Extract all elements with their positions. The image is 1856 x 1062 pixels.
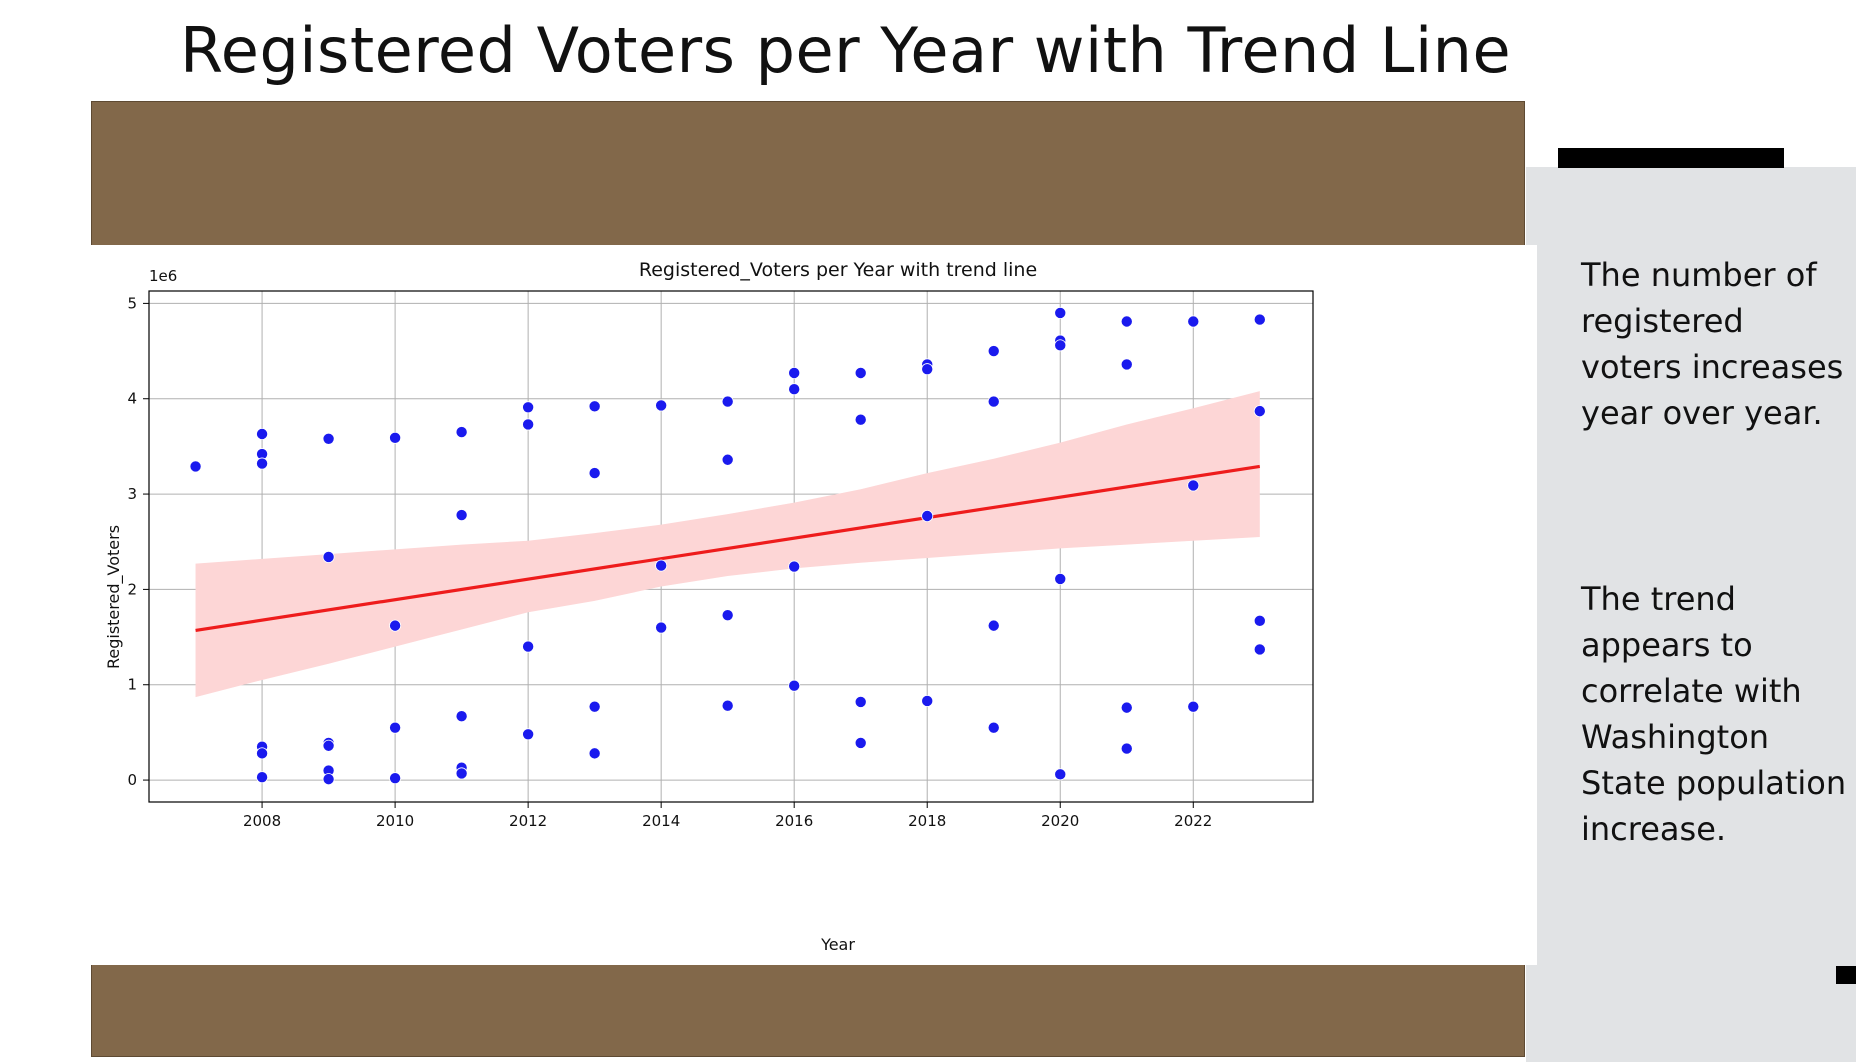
y-tick-label: 1	[127, 676, 137, 694]
data-point	[655, 559, 668, 572]
data-point	[522, 640, 535, 653]
data-point	[389, 721, 402, 734]
data-point	[721, 453, 734, 466]
data-point	[588, 747, 601, 760]
data-point	[1187, 315, 1200, 328]
plot-frame	[148, 290, 1314, 803]
x-tick-label: 2022	[1174, 812, 1212, 830]
data-point	[1120, 701, 1133, 714]
data-point	[921, 509, 934, 522]
x-tick-label: 2010	[376, 812, 414, 830]
data-point	[987, 345, 1000, 358]
data-point	[854, 413, 867, 426]
axis-ticks: 2008 2010 2012 2014 2016 2018 2020 2022 0 1 2 3 4 5	[127, 294, 1212, 830]
data-point	[389, 431, 402, 444]
data-point	[256, 771, 269, 784]
y-tick-label: 4	[127, 390, 137, 408]
x-tick-label: 2018	[908, 812, 946, 830]
data-point	[256, 747, 269, 760]
data-point	[921, 363, 934, 376]
data-point	[1253, 405, 1266, 418]
data-point	[1054, 572, 1067, 585]
data-point	[389, 619, 402, 632]
data-point	[854, 736, 867, 749]
trend-line	[195, 464, 1261, 632]
data-points	[189, 306, 1266, 786]
data-point	[788, 679, 801, 692]
y-scale-label: 1e6	[149, 267, 177, 285]
data-point	[522, 401, 535, 414]
data-point	[256, 428, 269, 441]
data-point	[1054, 306, 1067, 319]
data-point	[256, 457, 269, 470]
data-point	[854, 366, 867, 379]
x-tick-label: 2014	[642, 812, 680, 830]
chart-area: 2008 2010 2012 2014 2016 2018 2020 2022 0 1 2 3 4 5 R…	[91, 245, 1537, 965]
accent-square	[1836, 966, 1856, 984]
data-point	[1253, 614, 1266, 627]
data-point	[655, 621, 668, 634]
data-point	[189, 460, 202, 473]
data-point	[588, 700, 601, 713]
data-point	[788, 383, 801, 396]
data-point	[455, 509, 468, 522]
data-point	[1253, 313, 1266, 326]
y-tick-label: 0	[127, 771, 137, 789]
x-tick-label: 2012	[509, 812, 547, 830]
data-point	[322, 739, 335, 752]
data-point	[322, 773, 335, 786]
data-point	[721, 395, 734, 408]
data-point	[389, 772, 402, 785]
data-point	[1120, 315, 1133, 328]
confidence-band	[195, 391, 1260, 698]
y-tick-label: 2	[127, 580, 137, 598]
y-tick-label: 5	[127, 294, 137, 312]
accent-bar	[1558, 148, 1784, 168]
data-point	[1120, 742, 1133, 755]
y-axis-label: Registered_Voters	[104, 525, 124, 669]
data-point	[721, 699, 734, 712]
data-point	[455, 426, 468, 439]
data-point	[455, 767, 468, 780]
y-tick-label: 3	[127, 485, 137, 503]
data-point	[322, 432, 335, 445]
data-point	[788, 560, 801, 573]
confidence-band-group	[195, 391, 1260, 698]
data-point	[1054, 339, 1067, 352]
data-point	[1187, 700, 1200, 713]
trend-line-group	[195, 464, 1261, 632]
data-point	[522, 728, 535, 741]
data-point	[987, 721, 1000, 734]
description-paragraph-1: The number of registered voters increase…	[1581, 256, 1844, 432]
data-point	[1253, 643, 1266, 656]
side-panel	[1526, 167, 1856, 1062]
scatter-chart: 2008 2010 2012 2014 2016 2018 2020 2022 0 1 2 3 4 5 R…	[91, 245, 1537, 965]
data-point	[987, 395, 1000, 408]
data-point	[921, 694, 934, 707]
data-point	[655, 399, 668, 412]
data-point	[987, 619, 1000, 632]
x-tick-label: 2016	[775, 812, 813, 830]
description-paragraph-2: The trend appears to correlate with Wash…	[1581, 580, 1847, 848]
data-point	[455, 710, 468, 723]
data-point	[1187, 479, 1200, 492]
slide-title: Registered Voters per Year with Trend Li…	[180, 14, 1512, 87]
data-point	[788, 366, 801, 379]
x-tick-label: 2020	[1041, 812, 1079, 830]
x-axis-label: Year	[820, 935, 855, 954]
data-point	[322, 550, 335, 563]
data-point	[1054, 768, 1067, 781]
data-point	[522, 418, 535, 431]
x-tick-label: 2008	[243, 812, 281, 830]
data-point	[588, 400, 601, 413]
data-point	[721, 609, 734, 622]
data-point	[854, 695, 867, 708]
chart-title: Registered_Voters per Year with trend li…	[639, 259, 1037, 281]
data-point	[588, 467, 601, 480]
data-point	[1120, 358, 1133, 371]
